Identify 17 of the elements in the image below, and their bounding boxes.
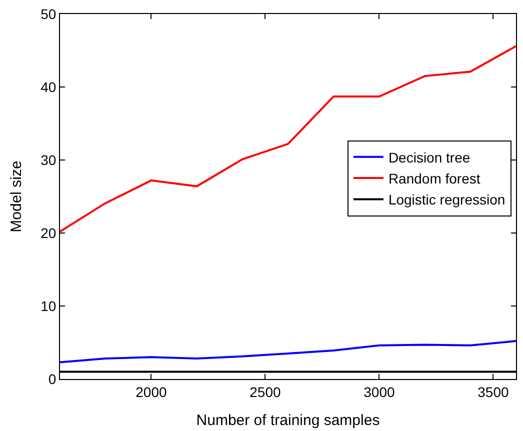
legend-label: Random forest — [388, 170, 480, 187]
y-tick-label: 20 — [40, 224, 56, 241]
x-tick-label: 2500 — [250, 384, 281, 400]
x-tick-label: 2000 — [136, 384, 167, 400]
y-tick-label: 50 — [40, 6, 56, 22]
legend-label: Logistic regression — [388, 192, 506, 208]
y-tick-label: 40 — [40, 78, 56, 95]
y-tick-label: 10 — [40, 298, 56, 314]
x-tick-label: 3500 — [478, 384, 509, 400]
y-tick-label: 30 — [40, 152, 56, 168]
x-tick-label: 3000 — [364, 384, 395, 400]
y-axis-title: Model size — [8, 160, 25, 232]
line-series — [60, 45, 516, 233]
y-tick-label: 0 — [48, 370, 56, 387]
legend-label: Decision tree — [388, 149, 470, 166]
x-axis-title: Number of training samples — [196, 412, 380, 429]
line-series — [60, 340, 516, 364]
